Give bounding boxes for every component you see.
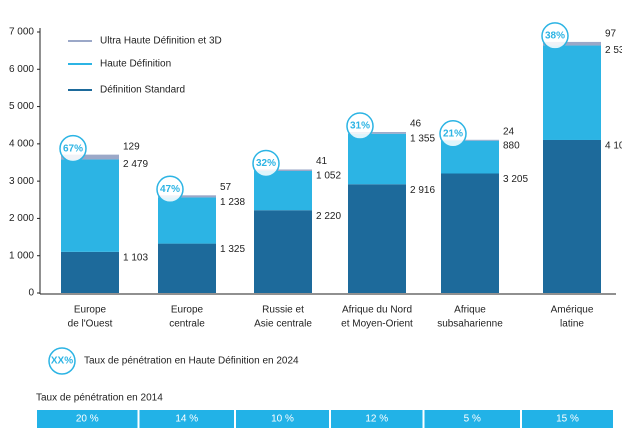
x-tick-label: Europe [74,305,107,316]
bar-segment [348,132,406,134]
x-tick-label: Asie centrale [254,319,312,330]
bar-segment [441,139,499,141]
y-tick-label: 1 000 [9,250,34,261]
row-cell [37,410,138,428]
bar-segment [61,159,119,252]
legend-label: Haute Définition [100,59,171,70]
value-label: 1 052 [316,171,341,182]
penetration-circle [156,175,184,204]
x-tick-label: et Moyen-Orient [341,319,413,330]
y-tick-label: 2 000 [9,213,34,224]
penetration-circle [541,22,569,50]
value-label: 57 [220,182,232,193]
y-tick-label: 5 000 [9,101,34,112]
row-cell [139,410,234,428]
bar-segment [158,243,216,293]
value-label: 97 [605,29,617,40]
value-label: 1 325 [220,244,245,255]
value-label: 2 220 [316,211,341,222]
legend-label: Définition Standard [100,85,185,96]
row-value: 20 % [76,414,99,425]
row-value: 5 % [464,414,481,425]
penetration-label: 38% [545,31,565,42]
row-value: 14 % [175,414,198,425]
value-label: 1 103 [123,253,148,264]
penetration-label: 47% [160,184,180,195]
x-tick-label: subsaharienne [437,319,503,330]
penetration-label: 32% [256,158,276,169]
x-tick-label: centrale [169,319,205,330]
bar-segment [441,173,499,293]
row-cell [522,410,613,428]
legend-label: Ultra Haute Définition et 3D [100,36,222,47]
penetration-label: 31% [350,121,370,132]
x-tick-label: Europe [171,305,204,316]
x-tick-label: Amérique [551,305,594,316]
value-label: 2 479 [123,159,148,170]
value-label: 880 [503,140,520,151]
y-tick-label: 3 000 [9,176,34,187]
bar-segment [348,133,406,185]
penetration-label: 67% [63,143,83,154]
value-label: 1 238 [220,197,245,208]
x-tick-label: Russie et [262,305,304,316]
row-cell [236,410,329,428]
bar-segment [254,210,312,293]
row-cell [331,410,423,428]
legend-symbol: XX% [51,356,73,367]
bar-segment [543,45,601,140]
value-label: 24 [503,126,515,137]
bar-segment [158,197,216,244]
penetration-label: 21% [443,128,463,139]
value-label: 41 [316,156,328,167]
penetration-circle [439,120,467,148]
value-label: 4 104 [605,141,622,152]
bar-segment [254,171,312,211]
y-tick-label: 0 [28,288,34,299]
x-tick-label: de l'Ouest [68,319,113,330]
bar-segment [254,169,312,172]
legend-label: Taux de pénétration en Haute Définition … [84,356,299,367]
penetration-circle [59,134,87,163]
y-tick-label: 6 000 [9,64,34,75]
row-value: 15 % [556,414,579,425]
bar-segment [348,184,406,293]
bar-segment [543,139,601,293]
legend-circle [48,347,76,375]
row-value: 10 % [271,414,294,425]
y-tick-label: 4 000 [9,138,34,149]
value-label: 46 [410,119,422,130]
y-tick-label: 7 000 [9,27,34,38]
value-label: 3 205 [503,174,528,185]
value-label: 1 355 [410,133,435,144]
x-tick-label: latine [560,319,584,330]
penetration-circle [252,149,280,178]
penetration-circle [346,112,374,140]
value-label: 129 [123,141,140,152]
row-value: 12 % [365,414,388,425]
x-tick-label: Afrique [454,305,486,316]
x-tick-label: Afrique du Nord [342,305,412,316]
row-cell [424,410,520,428]
bar-segment [543,41,601,46]
value-label: 2 533 [605,45,622,56]
bar-segment [158,195,216,198]
row-title: Taux de pénétration en 2014 [36,393,163,404]
bar-segment [61,251,119,293]
bar-segment [61,154,119,160]
value-label: 2 916 [410,185,435,196]
